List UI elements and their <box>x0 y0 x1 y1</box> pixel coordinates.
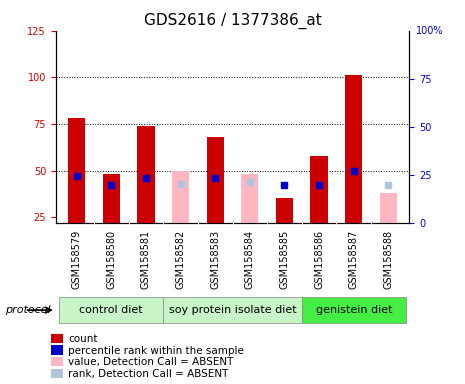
Bar <box>345 76 362 223</box>
Text: genistein diet: genistein diet <box>316 305 392 315</box>
Text: 100%: 100% <box>416 26 444 36</box>
Text: control diet: control diet <box>80 305 143 315</box>
Text: GSM158584: GSM158584 <box>245 230 255 289</box>
Text: GSM158585: GSM158585 <box>279 230 290 289</box>
Text: GSM158583: GSM158583 <box>210 230 220 289</box>
FancyBboxPatch shape <box>59 297 163 323</box>
Bar <box>103 174 120 223</box>
Text: soy protein isolate diet: soy protein isolate diet <box>169 305 296 315</box>
Bar <box>137 126 154 223</box>
Text: GSM158579: GSM158579 <box>72 230 81 289</box>
Bar <box>241 174 259 223</box>
Text: GSM158580: GSM158580 <box>106 230 116 289</box>
Text: GSM158581: GSM158581 <box>141 230 151 289</box>
Bar <box>172 170 189 223</box>
Bar <box>311 156 328 223</box>
Text: GSM158588: GSM158588 <box>384 230 393 289</box>
Bar <box>68 118 85 223</box>
Title: GDS2616 / 1377386_at: GDS2616 / 1377386_at <box>144 13 321 29</box>
Text: GSM158582: GSM158582 <box>175 230 186 289</box>
Bar <box>276 199 293 223</box>
Text: protocol: protocol <box>5 305 50 315</box>
Bar <box>206 137 224 223</box>
Text: GSM158586: GSM158586 <box>314 230 324 289</box>
FancyBboxPatch shape <box>163 297 302 323</box>
Legend: count, percentile rank within the sample, value, Detection Call = ABSENT, rank, : count, percentile rank within the sample… <box>51 334 245 379</box>
Text: GSM158587: GSM158587 <box>349 230 359 289</box>
FancyBboxPatch shape <box>302 297 406 323</box>
Bar <box>380 193 397 223</box>
